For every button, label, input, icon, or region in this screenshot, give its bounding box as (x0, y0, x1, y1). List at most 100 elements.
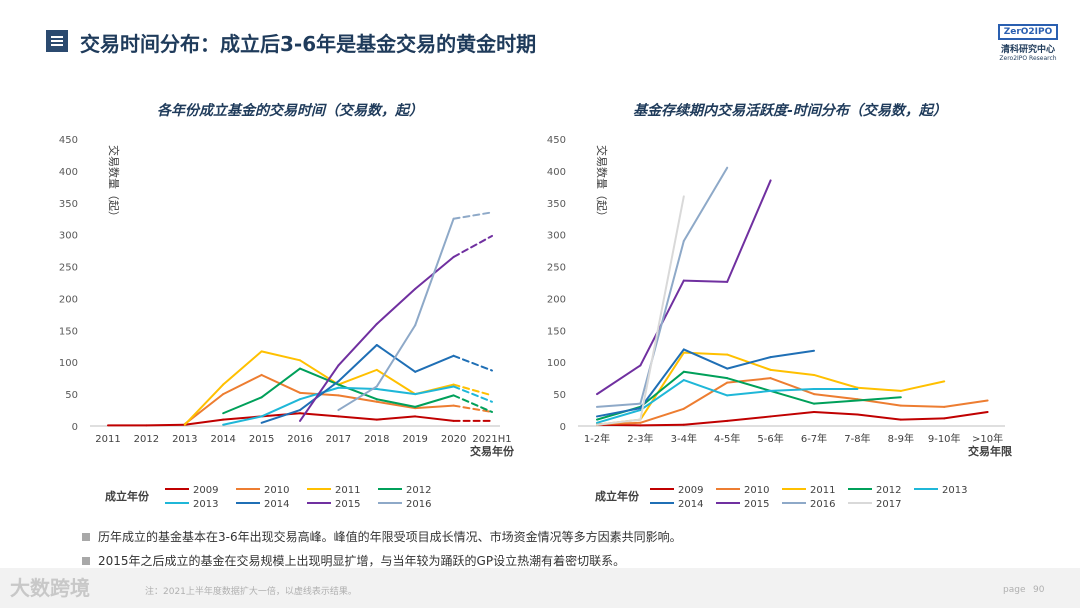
series-line-segment-2012 (682, 370, 729, 380)
footer-bar (0, 568, 1080, 608)
series-line-segment-2009 (856, 413, 902, 421)
series-line-segment-2012 (414, 394, 455, 408)
y-tick-label: 100 (547, 358, 566, 369)
y-tick-label: 300 (59, 231, 78, 242)
series-line-segment-2010 (899, 404, 946, 408)
finding-item: 2015年之后成立的基金在交易规模上出现明显扩增，与当年较为踊跃的GP设立热潮有… (82, 549, 682, 573)
brand-logo: ZerO2IPO 清科研究中心 Zero2IPO Research (998, 24, 1058, 62)
series-line-segment-2013 (260, 398, 301, 418)
series-line-segment-2017 (639, 195, 685, 421)
y-tick-label: 150 (59, 326, 78, 337)
y-tick-label: 50 (553, 390, 566, 401)
series-line-segment-2015 (299, 364, 340, 422)
x-tick-label: 2013 (172, 434, 197, 445)
legend-label-2012: 2012 (876, 485, 901, 496)
series-line-segment-2009 (769, 410, 815, 418)
x-axis-label: 交易年份 (470, 444, 515, 458)
series-line-segment-2014 (769, 349, 815, 359)
series-line-segment-2012 (769, 389, 815, 405)
finding-item: 历年成立的基金基本在3-6年出现交易高峰。峰值的年限受项目成长情况、市场资金情况… (82, 525, 682, 549)
series-line-segment-2011 (639, 351, 685, 421)
y-tick-label: 350 (59, 199, 78, 210)
series-line-segment-2010 (813, 393, 859, 401)
series-line-segment-2012 (726, 377, 772, 392)
legend-label-2014: 2014 (678, 499, 703, 510)
chart-title: 基金存续期内交易活跃度-时间分布（交易数，起） (633, 102, 947, 119)
y-tick-label: 450 (59, 135, 78, 146)
series-line-segment-2009 (899, 417, 946, 421)
page-number: 90 (1033, 585, 1045, 595)
series-line-segment-2009 (414, 415, 455, 422)
series-line-segment-2010 (452, 404, 493, 413)
y-tick-label: 300 (547, 231, 566, 242)
series-line-segment-2011 (299, 359, 340, 386)
series-line-segment-2016 (452, 211, 493, 220)
legend-label-2015: 2015 (744, 499, 769, 510)
legend-label-2013: 2013 (193, 499, 218, 510)
x-tick-label: 5-6年 (757, 432, 783, 445)
series-line-segment-2011 (452, 383, 493, 397)
y-tick-label: 250 (59, 263, 78, 274)
legend-label-2011: 2011 (810, 485, 835, 496)
series-line-segment-2016 (639, 240, 685, 405)
series-line-segment-2014 (260, 409, 301, 424)
page-label: page (1003, 585, 1026, 595)
x-tick-label: 6-7年 (801, 432, 827, 445)
series-line-segment-2014 (375, 344, 417, 373)
x-tick-label: 2021H1 (472, 434, 511, 445)
series-line-segment-2015 (375, 287, 417, 325)
series-line-segment-2009 (639, 423, 685, 427)
series-line-segment-2011 (856, 386, 902, 392)
series-line-segment-2009 (260, 412, 301, 418)
logo-en-text: Zero2IPO Research (999, 55, 1057, 62)
series-line-segment-2012 (452, 394, 493, 413)
series-line-segment-2016 (596, 402, 642, 408)
footnote: 注：2021上半年度数据扩大一倍，以虚线表示结果。 (145, 587, 357, 597)
series-line-segment-2009 (299, 412, 340, 418)
x-tick-label: 2011 (95, 434, 120, 445)
series-line-segment-2011 (375, 368, 417, 396)
series-line-segment-2013 (337, 386, 378, 391)
x-tick-label: 3-4年 (671, 432, 697, 445)
y-tick-label: 350 (547, 199, 566, 210)
series-line-segment-2010 (943, 399, 989, 408)
y-tick-label: 50 (65, 390, 78, 401)
series-line-segment-2013 (375, 388, 417, 396)
legend-title: 成立年份 (595, 489, 640, 503)
series-line-segment-2011 (183, 383, 225, 426)
series-line-segment-2009 (337, 415, 378, 421)
series-line-segment-2012 (639, 370, 685, 408)
key-findings: 历年成立的基金基本在3-6年出现交易高峰。峰值的年限受项目成长情况、市场资金情况… (82, 525, 682, 573)
series-line-segment-2013 (414, 385, 455, 396)
y-tick-label: 100 (59, 358, 78, 369)
legend-label-2016: 2016 (406, 499, 431, 510)
series-line-segment-2012 (375, 398, 417, 408)
series-line-segment-2013 (769, 388, 815, 392)
series-line-segment-2010 (414, 404, 455, 410)
page-title: 交易时间分布：成立后3-6年是基金交易的黄金时期 (80, 32, 537, 56)
legend-label-2009: 2009 (193, 485, 218, 496)
series-line-segment-2015 (452, 234, 493, 258)
series-line-segment-2014 (414, 354, 455, 373)
legend-label-2009: 2009 (678, 485, 703, 496)
legend-label-2016: 2016 (810, 499, 835, 510)
x-tick-label: 2015 (249, 434, 274, 445)
x-tick-label: 2019 (402, 434, 427, 445)
legend-label-2014: 2014 (264, 499, 289, 510)
series-line-segment-2011 (899, 380, 946, 392)
y-axis-label: 交易数量（起） (107, 145, 121, 222)
x-tick-label: 4-5年 (714, 432, 740, 445)
series-line-segment-2012 (813, 399, 859, 405)
series-line-segment-2010 (639, 407, 685, 424)
legend-label-2017: 2017 (876, 499, 901, 510)
series-line-segment-2009 (145, 423, 186, 427)
y-tick-label: 250 (547, 263, 566, 274)
x-tick-label: 2018 (364, 434, 389, 445)
series-line-segment-2014 (682, 348, 729, 370)
x-tick-label: 8-9年 (888, 432, 914, 445)
header-menu-icon (46, 30, 68, 52)
series-line-segment-2010 (769, 377, 815, 396)
series-line-segment-2009 (726, 415, 772, 422)
legend-label-2015: 2015 (335, 499, 360, 510)
bullet-square-icon (82, 557, 90, 565)
